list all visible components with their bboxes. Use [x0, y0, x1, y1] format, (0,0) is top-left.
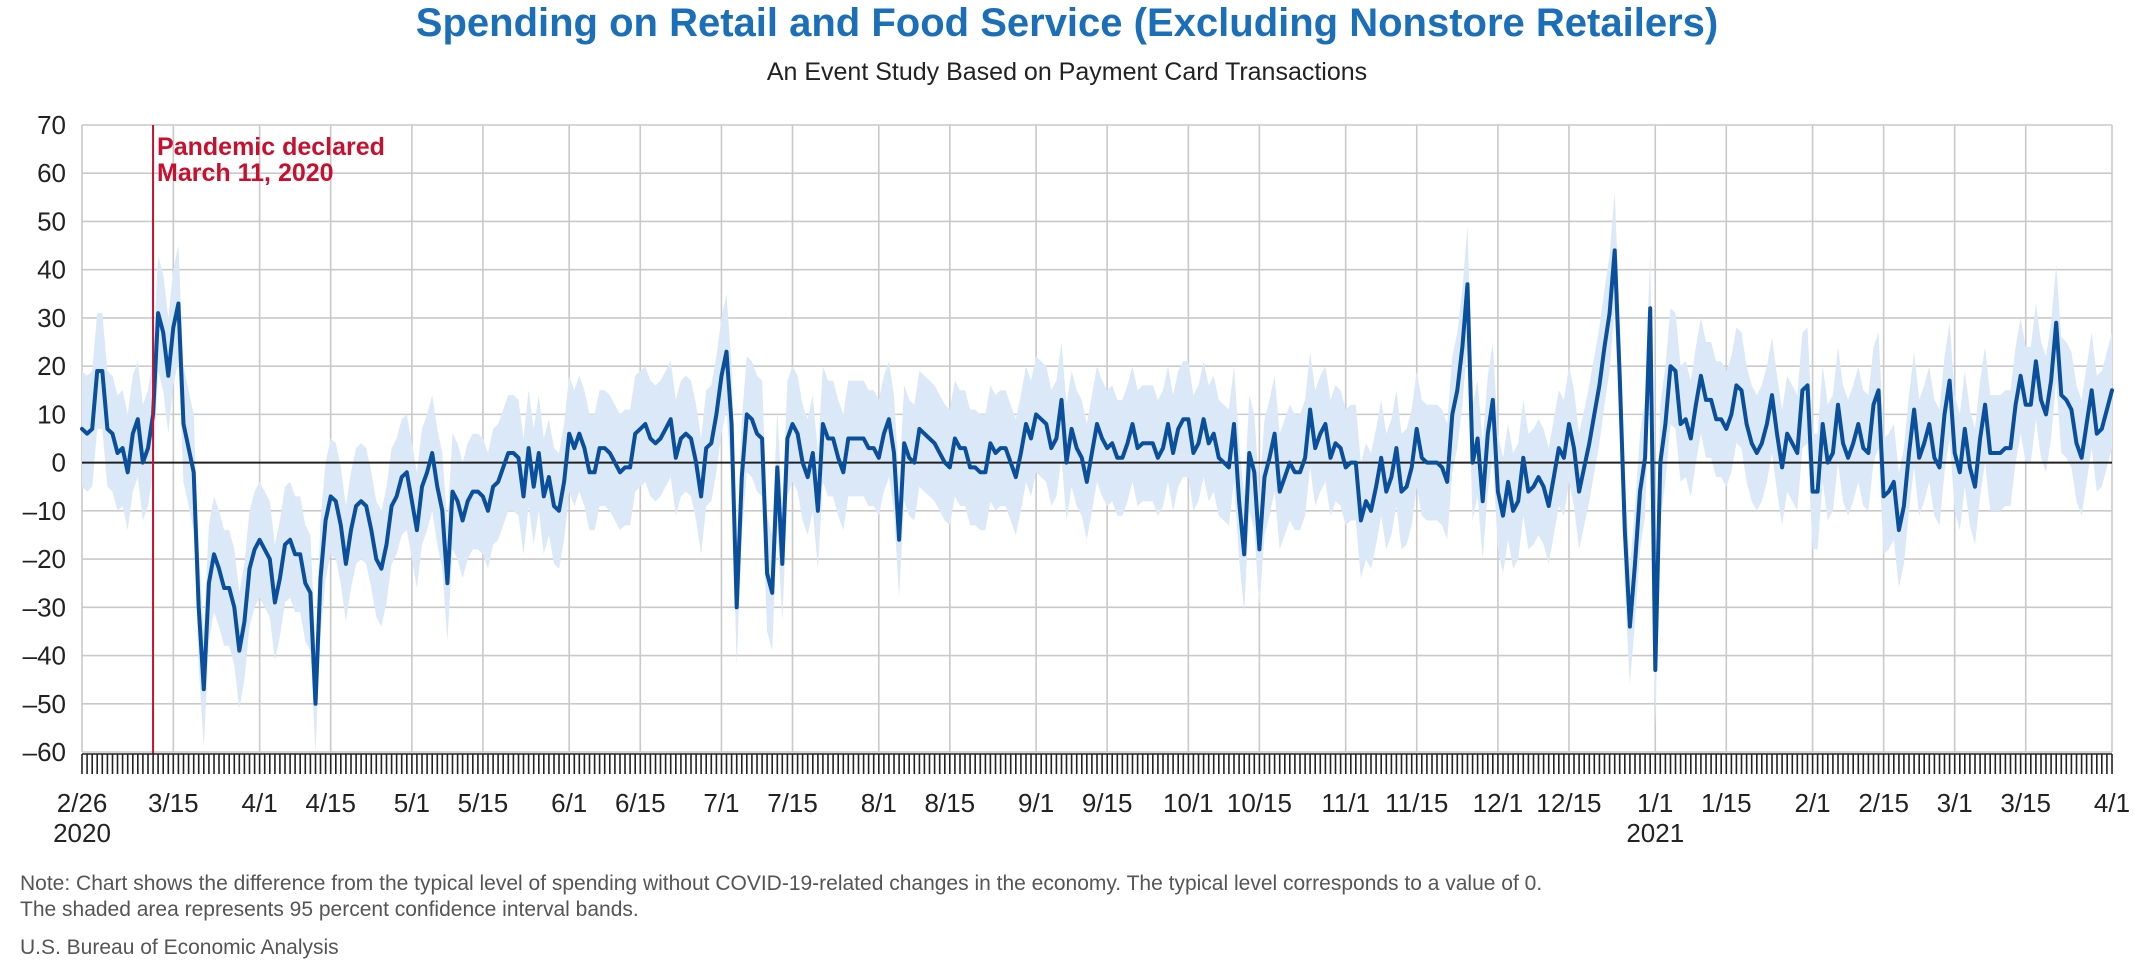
x-tick-label: 8/1	[861, 788, 897, 818]
x-tick-label: 11/15	[1385, 788, 1448, 818]
x-tick-label: 3/15	[148, 788, 199, 818]
x-tick-label: 6/15	[615, 788, 666, 818]
y-tick-label: –60	[23, 737, 66, 767]
y-tick-label: 70	[37, 110, 66, 140]
x-tick-label: 3/1	[1937, 788, 1973, 818]
y-tick-label: 0	[52, 448, 66, 478]
x-tick-label: 5/15	[458, 788, 509, 818]
series-line	[80, 248, 2114, 706]
y-tick-label: 30	[37, 303, 66, 333]
x-year-label: 2020	[53, 818, 111, 848]
x-tick-label: 11/1	[1321, 788, 1370, 818]
y-tick-label: 40	[37, 255, 66, 285]
x-tick-label: 4/15	[305, 788, 356, 818]
x-tick-label: 2/15	[1858, 788, 1909, 818]
x-tick-label: 12/1	[1473, 788, 1524, 818]
y-tick-label: 60	[37, 158, 66, 188]
chart-title: Spending on Retail and Food Service (Exc…	[415, 1, 1719, 45]
chart-note-band: The shaded area represents 95 percent co…	[20, 898, 639, 921]
confidence-band	[82, 192, 2112, 752]
x-tick-label: 7/1	[703, 788, 739, 818]
confidence-band-area	[82, 192, 2112, 752]
x-minor-ticks	[81, 754, 2113, 774]
x-tick-label: 12/15	[1536, 788, 1601, 818]
chart-subtitle: An Event Study Based on Payment Card Tra…	[766, 58, 1368, 86]
x-tick-label: 2/1	[1794, 788, 1830, 818]
y-tick-label: –40	[23, 641, 66, 671]
y-tick-label: –30	[23, 592, 66, 622]
x-tick-label: 9/1	[1018, 788, 1054, 818]
chart-note: Note: Chart shows the difference from th…	[20, 872, 1543, 895]
x-year-label: 2021	[1626, 818, 1684, 848]
x-tick-label: 3/15	[2000, 788, 2051, 818]
x-tick-label: 10/1	[1163, 788, 1214, 818]
x-tick-label: 10/15	[1227, 788, 1292, 818]
x-tick-label: 2/26	[57, 788, 108, 818]
x-tick-label: 7/15	[767, 788, 818, 818]
x-tick-label: 4/1	[242, 788, 278, 818]
y-tick-label: 20	[37, 351, 66, 381]
pandemic-annotation-text: March 11, 2020	[157, 159, 334, 187]
x-tick-label: 1/15	[1701, 788, 1752, 818]
pandemic-annotation-text: Pandemic declared	[157, 133, 385, 161]
x-tick-label: 6/1	[551, 788, 587, 818]
source-label: U.S. Bureau of Economic Analysis	[20, 936, 339, 959]
x-tick-label: 8/15	[925, 788, 976, 818]
spending-series-line	[80, 248, 2114, 706]
y-tick-label: –50	[23, 689, 66, 719]
y-tick-label: 10	[37, 399, 66, 429]
y-tick-label: –10	[23, 496, 66, 526]
y-tick-label: 50	[37, 206, 66, 236]
x-tick-label: 9/15	[1082, 788, 1133, 818]
x-tick-label: 1/1	[1637, 788, 1673, 818]
y-tick-label: –20	[23, 544, 66, 574]
y-axis-ticks: 70 60 50 40 30 20 10 0 –10 –20 –30 –40 –50 –60	[23, 110, 66, 767]
x-tick-label: 4/1	[2094, 788, 2130, 818]
x-tick-label: 5/1	[394, 788, 430, 818]
